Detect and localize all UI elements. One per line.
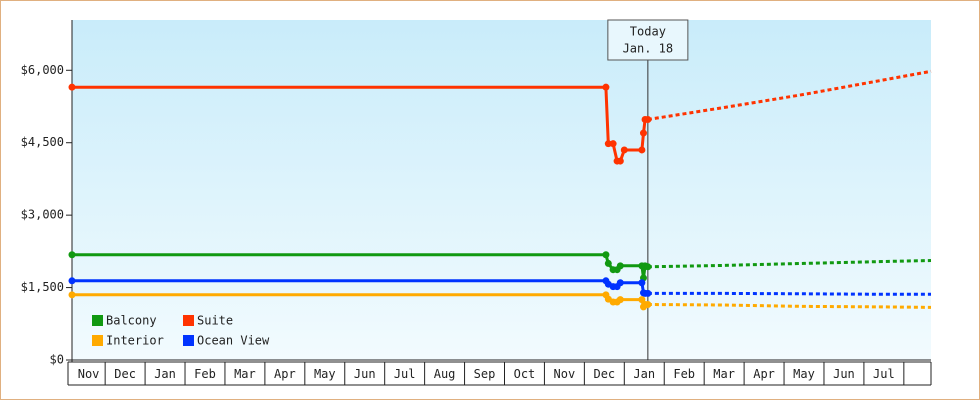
price-point — [639, 129, 647, 137]
price-point — [68, 251, 76, 259]
x-tick-label: Feb — [673, 367, 695, 381]
price-point — [620, 146, 628, 154]
projection-line — [647, 291, 931, 296]
x-tick-label: Jul — [873, 367, 895, 381]
price-point — [68, 277, 76, 285]
price-point — [604, 259, 612, 267]
y-tick-label: $3,000 — [21, 208, 64, 222]
price-point — [609, 140, 617, 148]
legend-label: Ocean View — [197, 334, 270, 348]
price-point — [602, 251, 610, 259]
today-box — [607, 19, 689, 61]
x-tick-label: Jan — [633, 367, 655, 381]
x-tick-label: Mar — [234, 367, 256, 381]
price-point — [616, 296, 624, 304]
legend-swatch — [92, 335, 103, 346]
today-label: Jan. 18 — [623, 42, 674, 56]
price-point — [644, 263, 652, 271]
y-tick-label: $4,500 — [21, 135, 64, 149]
x-tick-label: Aug — [434, 367, 456, 381]
price-point — [604, 140, 612, 148]
legend-label: Balcony — [106, 314, 157, 328]
legend-swatch — [183, 315, 194, 326]
x-tick-label: Feb — [194, 367, 216, 381]
projection-line — [647, 303, 932, 309]
price-point — [602, 83, 610, 91]
price-point — [616, 262, 624, 270]
legend-label: Suite — [197, 314, 233, 328]
x-tick-label: May — [314, 367, 336, 381]
x-tick-label: Nov — [554, 367, 576, 381]
price-point — [616, 157, 624, 165]
x-tick-label: Jun — [354, 367, 376, 381]
x-tick-label: Apr — [753, 367, 775, 381]
price-point — [644, 300, 652, 308]
price-point — [644, 116, 652, 124]
price-point — [638, 146, 646, 154]
price-point — [644, 289, 652, 297]
x-tick-label: Apr — [274, 367, 296, 381]
x-tick-label: Sep — [474, 367, 496, 381]
x-tick-label: Jan — [154, 367, 176, 381]
legend-swatch — [92, 315, 103, 326]
legend-swatch — [183, 335, 194, 346]
x-tick-label: Oct — [514, 367, 536, 381]
plot-area — [72, 20, 931, 360]
price-point — [68, 291, 76, 299]
y-tick-label: $1,500 — [21, 280, 64, 294]
x-tick-label: Jul — [394, 367, 416, 381]
today-label: Today — [630, 25, 666, 39]
x-tick-label: Jun — [833, 367, 855, 381]
price-point — [616, 279, 624, 287]
projection-line — [647, 69, 932, 121]
x-tick-label: Dec — [593, 367, 615, 381]
x-tick-label: May — [793, 367, 815, 381]
price-point — [68, 83, 76, 91]
y-tick-label: $0 — [50, 353, 64, 367]
projection-line — [647, 259, 932, 269]
price-point — [638, 279, 646, 287]
x-tick-label: Mar — [713, 367, 735, 381]
y-tick-label: $6,000 — [21, 63, 64, 77]
x-tick-label: Nov — [78, 367, 100, 381]
legend-label: Interior — [106, 334, 164, 348]
x-tick-label: Dec — [114, 367, 136, 381]
